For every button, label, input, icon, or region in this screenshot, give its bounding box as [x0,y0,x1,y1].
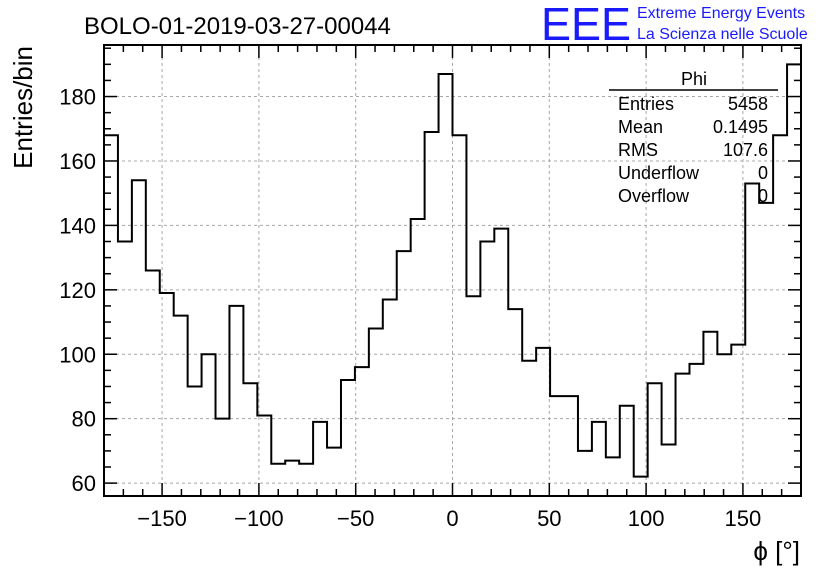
x-tick-label: 50 [537,506,561,531]
stats-value-rms: 107.6 [723,140,768,160]
axis-ticks [104,45,801,496]
y-tick-label: 160 [59,149,96,174]
x-tick-label: 100 [628,506,665,531]
stats-value-mean: 0.1495 [713,117,768,137]
stats-label-rms: RMS [618,140,658,160]
y-tick-label: 80 [72,407,96,432]
stats-value-overflow: 0 [758,186,768,206]
y-axis-title: Entries/bin [8,46,38,169]
histogram-line [104,63,801,478]
y-tick-label: 60 [72,471,96,496]
y-tick-label: 120 [59,278,96,303]
x-tick-label: 0 [446,506,458,531]
y-tick-label: 100 [59,342,96,367]
chart-title: BOLO-01-2019-03-27-00044 [84,13,391,40]
x-axis-title: ϕ [°] [753,536,800,566]
logo-line-1: Extreme Energy Events [637,5,805,22]
x-tick-label: 150 [725,506,762,531]
x-tick-label: −50 [337,506,374,531]
stats-box-title: Phi [681,69,707,89]
stats-label-entries: Entries [618,94,674,114]
stats-value-underflow: 0 [758,163,768,183]
logo-line-2: La Scienza nelle Scuole [637,26,808,43]
logo-mark: EEE [541,0,631,50]
eee-logo: EEE Extreme Energy Events La Scienza nel… [541,0,808,50]
stats-label-underflow: Underflow [618,163,700,183]
stats-value-entries: 5458 [728,94,768,114]
y-tick-labels: 60 80 100 120 140 160 180 [59,85,96,497]
stats-label-overflow: Overflow [618,186,690,206]
y-tick-label: 140 [59,213,96,238]
stats-label-mean: Mean [618,117,663,137]
stats-box: Phi Entries 5458 Mean 0.1495 RMS 107.6 U… [609,69,778,206]
x-tick-labels: −150 −100 −50 0 50 100 150 [137,506,761,531]
x-tick-label: −150 [137,506,187,531]
y-tick-label: 180 [59,85,96,110]
x-tick-label: −100 [234,506,284,531]
